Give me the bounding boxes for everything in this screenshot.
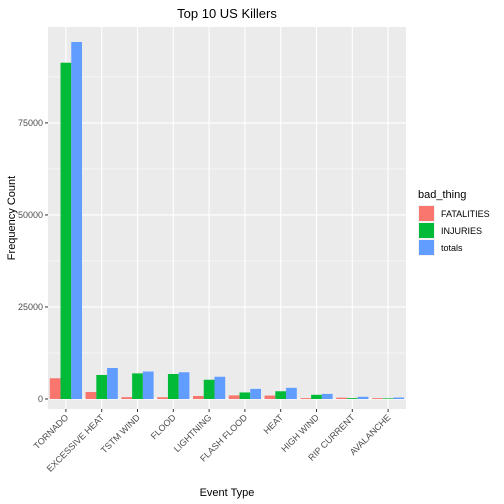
bar-totals-excessive-heat [107,367,118,399]
x-tick-label: FLOOD [149,412,178,441]
bar-injuries-excessive-heat [96,374,108,399]
y-axis: 0 25000 50000 75000 [18,118,48,404]
bar-totals-high-wind [321,393,333,399]
bar-totals-tstm-wind [142,371,154,399]
bar-totals-flood [178,372,190,399]
bar-injuries-high-wind [311,394,322,399]
bar-totals-rip-current [357,396,369,399]
bar-fatalities-tornado [49,378,61,399]
y-tick-label: 75000 [18,118,43,128]
legend: bad_thing FATALITIES INJURIES totals [418,189,490,256]
bar-injuries-avalanche [382,398,394,399]
x-tick-label: TORNADO [32,412,71,451]
bar-fatalities-rip-current [336,397,347,399]
legend-swatch [419,206,434,221]
legend-title: bad_thing [418,189,466,201]
bar-injuries-tornado [60,62,72,399]
legend-swatch [419,240,434,255]
bar-fatalities-avalanche [371,398,383,399]
bar-fatalities-flood [157,397,168,399]
bar-injuries-lightning [203,379,215,399]
legend-label: INJURIES [441,226,482,236]
plot-panel [48,27,406,409]
x-tick-label: TSTM WIND [99,412,142,455]
y-tick-label: 50000 [18,210,43,220]
bar-injuries-flood [167,374,179,399]
y-tick-label: 25000 [18,302,43,312]
bar-totals-avalanche [393,397,405,399]
x-tick-label: HEAT [262,412,286,436]
bar-injuries-heat [275,391,287,399]
bars [49,42,405,399]
bar-fatalities-flash-flood [228,395,240,399]
bar-totals-heat [286,387,297,399]
legend-label: totals [441,243,463,253]
y-tick-label: 0 [38,394,43,404]
bar-injuries-tstm-wind [132,373,143,399]
bar-injuries-flash-flood [239,392,251,399]
chart-title: Top 10 US Killers [177,6,277,21]
bar-fatalities-heat [264,395,276,399]
x-axis-title: Event Type [200,487,255,499]
bar-fatalities-tstm-wind [121,397,133,399]
bar-totals-tornado [71,42,83,399]
y-axis-title: Frequency Count [6,176,18,260]
legend-swatch [419,223,434,238]
bar-totals-flash-flood [250,388,262,399]
bar-fatalities-excessive-heat [85,391,97,399]
bar-fatalities-lightning [192,395,204,399]
bar-injuries-rip-current [346,398,358,399]
bar-totals-lightning [214,376,226,399]
legend-label: FATALITIES [441,209,490,219]
bar-fatalities-high-wind [300,398,312,399]
